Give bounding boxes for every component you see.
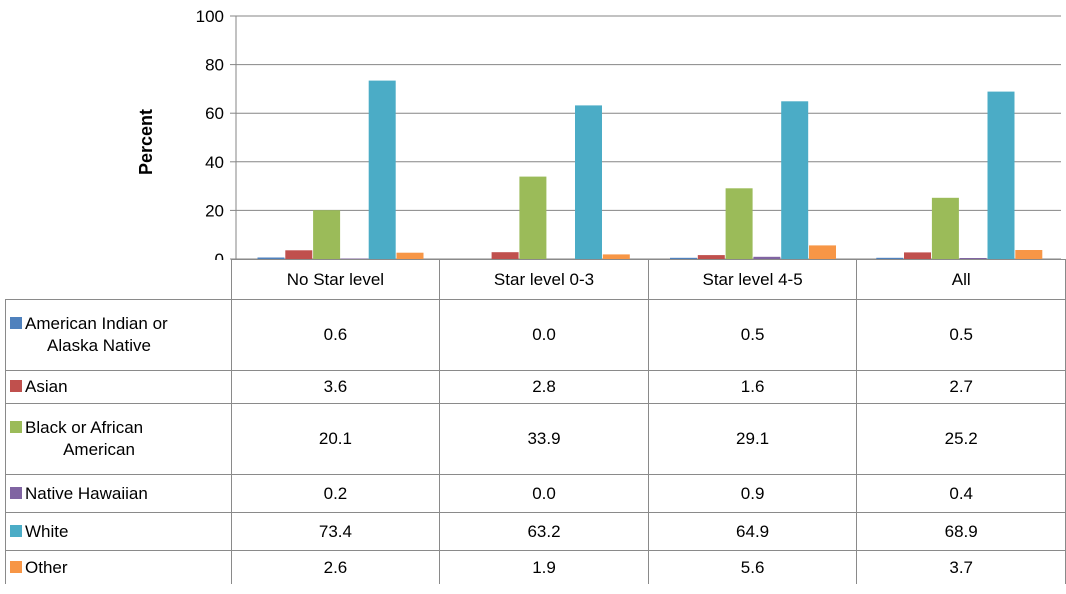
legend-swatch: [10, 524, 22, 537]
table-row: American Indian or Alaska Native 0.6 0.0 0.5…: [5, 299, 1066, 371]
table-row: Asian 3.6 2.8 1.6 2.7: [5, 370, 1066, 404]
bar-chart: 0 20 40 60 80 100 Percent: [136, 7, 1061, 260]
data-cell: 3.7: [856, 550, 1066, 584]
bar: [396, 252, 424, 259]
table-row: Black or African American 20.1 33.9 29.1 25.2: [5, 403, 1066, 475]
category-label: Star level 4-5: [647, 259, 858, 300]
bar: [575, 105, 602, 260]
data-cell: 29.1: [647, 403, 858, 475]
series-name-line: Asian: [25, 377, 68, 396]
data-cell: 63.2: [439, 512, 649, 551]
y-tick-label: 20: [205, 201, 224, 220]
bar: [670, 257, 697, 259]
table-row: Native Hawaiian 0.2 0.0 0.9 0.4: [5, 474, 1066, 513]
category-label: Star level 0-3: [439, 259, 649, 300]
data-cell: 5.6: [647, 550, 858, 584]
series-label: Asian: [5, 370, 232, 404]
bar: [904, 252, 931, 259]
bar: [959, 258, 987, 259]
series-name-line: Alaska Native: [47, 336, 151, 355]
y-tick-label: 40: [205, 153, 224, 172]
category-label: All: [856, 259, 1066, 300]
bar: [519, 176, 547, 259]
bar: [1015, 250, 1043, 259]
bar: [781, 101, 809, 259]
y-axis-title: Percent: [136, 109, 156, 175]
series-label: Other: [5, 550, 232, 584]
bar: [368, 80, 396, 259]
bar: [987, 91, 1015, 259]
data-table: No Star level Star level 0-3 Star level 4-…: [5, 259, 1066, 584]
series-name-line: American: [63, 440, 135, 459]
data-cell: 2.8: [439, 370, 649, 404]
data-cell: 0.6: [230, 299, 441, 371]
series-label: American Indian or Alaska Native: [5, 299, 232, 371]
bar: [753, 256, 781, 259]
legend-swatch: [10, 560, 22, 573]
data-cell: 0.0: [439, 299, 649, 371]
bar: [491, 252, 519, 259]
data-cell: 25.2: [856, 403, 1066, 475]
legend-swatch: [10, 486, 22, 499]
legend-swatch: [10, 317, 22, 329]
legend-swatch: [10, 380, 22, 392]
data-cell: 0.2: [230, 474, 441, 513]
table-row: White 73.4 63.2 64.9 68.9: [5, 512, 1066, 551]
data-cell: 20.1: [230, 403, 441, 475]
data-cell: 0.5: [647, 299, 858, 371]
series-name-line: Black or African: [25, 418, 144, 437]
data-cell: 0.4: [856, 474, 1066, 513]
series-name-line: White: [25, 521, 69, 541]
bar: [313, 210, 341, 259]
series-name-line: Native Hawaiian: [25, 483, 148, 503]
data-cell: 64.9: [647, 512, 858, 551]
series-label: White: [5, 512, 232, 551]
bars: [257, 80, 1043, 260]
bar: [697, 255, 725, 259]
data-cell: 0.5: [856, 299, 1066, 371]
bar: [285, 250, 313, 259]
y-tick-label: 0: [215, 250, 224, 260]
data-cell: 0.0: [439, 474, 649, 513]
bar: [602, 254, 630, 259]
y-tick-label: 60: [205, 104, 224, 123]
bar: [725, 188, 753, 259]
bar: [931, 197, 959, 259]
data-cell: 1.6: [647, 370, 858, 404]
data-cell: 33.9: [439, 403, 649, 475]
series-name-line: Other: [25, 557, 68, 577]
table-row: Other 2.6 1.9 5.6 3.7: [5, 550, 1066, 584]
data-cell: 73.4: [230, 512, 441, 551]
bar: [340, 258, 368, 259]
bar: [876, 257, 904, 259]
series-name-line: American Indian or: [25, 314, 168, 333]
y-axis-ticks: 0 20 40 60 80 100: [196, 7, 224, 260]
data-cell: 0.9: [647, 474, 858, 513]
table-corner: [5, 259, 232, 300]
y-tick-label: 100: [196, 7, 224, 26]
bar: [809, 245, 836, 259]
data-cell: 2.6: [230, 550, 441, 584]
series-label: Black or African American: [5, 403, 232, 475]
series-label: Native Hawaiian: [5, 474, 232, 513]
data-cell: 68.9: [856, 512, 1066, 551]
legend-swatch: [10, 421, 22, 433]
y-tick-label: 80: [205, 56, 224, 75]
data-cell: 3.6: [230, 370, 441, 404]
bar: [257, 257, 285, 259]
category-label: No Star level: [230, 259, 441, 300]
data-cell: 1.9: [439, 550, 649, 584]
data-cell: 2.7: [856, 370, 1066, 404]
